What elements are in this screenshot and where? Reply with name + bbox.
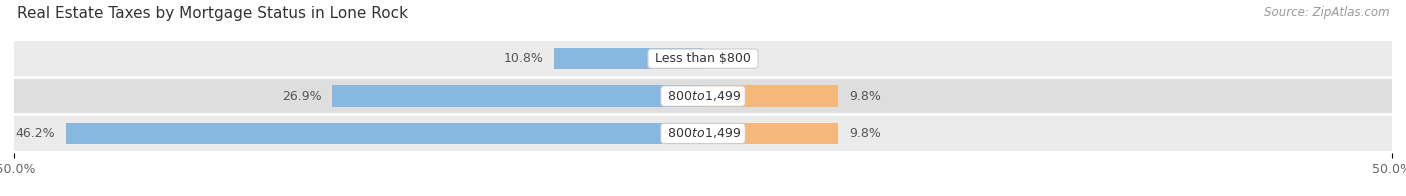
Text: $800 to $1,499: $800 to $1,499 <box>664 89 742 103</box>
Text: 0.0%: 0.0% <box>714 52 747 65</box>
Text: $800 to $1,499: $800 to $1,499 <box>664 126 742 141</box>
Bar <box>66 122 703 144</box>
Text: Source: ZipAtlas.com: Source: ZipAtlas.com <box>1264 6 1389 19</box>
Bar <box>703 85 838 107</box>
Bar <box>14 41 1392 76</box>
Text: 9.8%: 9.8% <box>849 127 882 140</box>
Text: 46.2%: 46.2% <box>15 127 55 140</box>
Text: 26.9%: 26.9% <box>281 90 322 103</box>
Bar <box>14 79 1392 113</box>
Bar <box>554 48 703 70</box>
Text: Less than $800: Less than $800 <box>651 52 755 65</box>
Text: 9.8%: 9.8% <box>849 90 882 103</box>
Text: Real Estate Taxes by Mortgage Status in Lone Rock: Real Estate Taxes by Mortgage Status in … <box>17 6 408 21</box>
Bar <box>14 116 1392 151</box>
Bar <box>332 85 703 107</box>
Bar <box>703 122 838 144</box>
Text: 10.8%: 10.8% <box>503 52 543 65</box>
